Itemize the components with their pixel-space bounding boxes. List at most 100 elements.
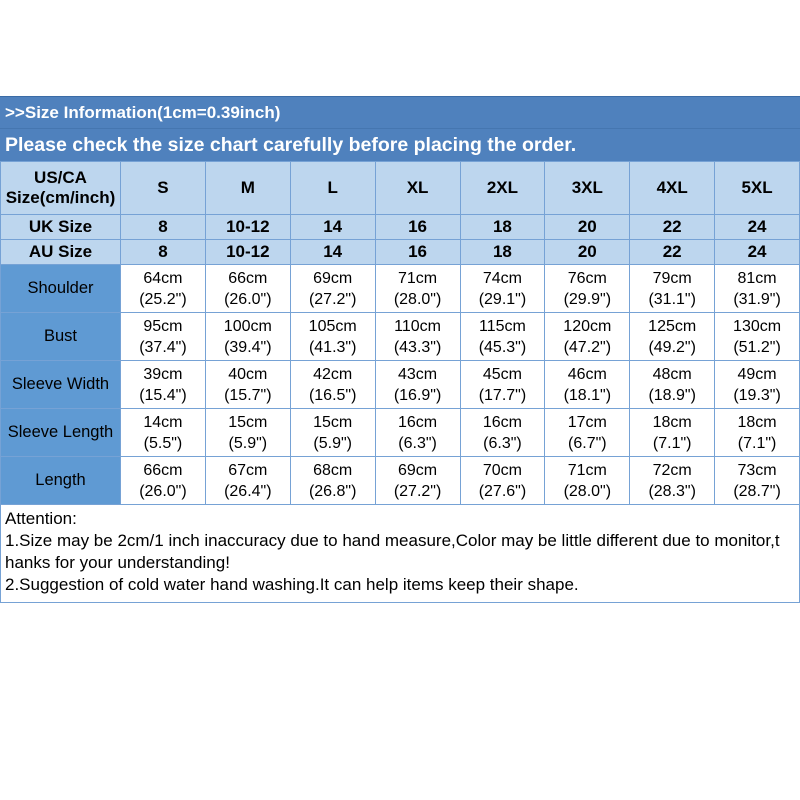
measurement-cell: 68cm (26.8") [289, 456, 376, 505]
size-value-cell: 18 [459, 214, 546, 240]
measurement-cell: 76cm (29.9") [544, 264, 631, 313]
measurement-inch: (16.9") [393, 386, 442, 404]
table-row: Sleeve Width 39cm (15.4") 40cm (15.7") 42cm (1… [0, 360, 800, 409]
measurement-cell: 70cm (27.6") [459, 456, 546, 505]
measurement-cell: 74cm (29.1") [459, 264, 546, 313]
measurement-inch: (45.3") [478, 338, 527, 356]
table-row: UK Size 8 10-12 14 16 18 20 22 24 [0, 214, 800, 240]
size-value-cell: 24 [714, 239, 800, 265]
measurement-cm: 17cm [567, 413, 607, 431]
measurement-cell: 39cm (15.4") [120, 360, 206, 409]
row-label: UK Size [0, 214, 121, 240]
measurement-cm: 72cm [652, 461, 692, 479]
size-column-header: M [204, 161, 291, 215]
measurement-inch: (7.1") [652, 434, 692, 452]
measurement-inch: (28.3") [648, 482, 696, 500]
measurement-cm: 18cm [737, 413, 777, 431]
size-column-header: 2XL [459, 161, 546, 215]
measurement-cell: 43cm (16.9") [374, 360, 461, 409]
measurement-inch: (7.1") [737, 434, 777, 452]
size-column-header: 5XL [714, 161, 800, 215]
measurement-cell: 64cm (25.2") [120, 264, 206, 313]
measurement-cm: 110cm [394, 317, 441, 335]
measurement-cm: 81cm [737, 269, 777, 287]
measurement-cm: 40cm [228, 365, 268, 383]
measurement-cm: 18cm [652, 413, 692, 431]
measurement-cm: 15cm [313, 413, 353, 431]
measurement-inch: (5.9") [313, 434, 352, 452]
measurement-inch: (17.7") [478, 386, 527, 404]
attention-line-1: 1.Size may be 2cm/1 inch inaccuracy due … [5, 531, 780, 550]
size-column-header: 4XL [629, 161, 716, 215]
measurement-inch: (25.2") [139, 290, 187, 308]
measurement-inch: (27.2") [308, 290, 357, 308]
measurement-cm: 76cm [567, 269, 607, 287]
measurement-inch: (16.5") [308, 386, 357, 404]
size-value-cell: 22 [629, 239, 716, 265]
measurement-cell: 72cm (28.3") [629, 456, 716, 505]
measurement-cell: 100cm (39.4") [204, 312, 291, 361]
size-value-cell: 20 [544, 214, 631, 240]
measurement-inch: (18.1") [563, 386, 612, 404]
measurement-cell: 46cm (18.1") [544, 360, 631, 409]
size-chart-content: >>Size Information(1cm=0.39inch) Please … [0, 96, 800, 603]
row-label: AU Size [0, 239, 121, 265]
measurement-cell: 18cm (7.1") [714, 408, 800, 457]
measurement-cm: 100cm [223, 317, 272, 335]
measurement-cell: 95cm (37.4") [120, 312, 206, 361]
table-row: Length 66cm (26.0") 67cm (26.4") 68cm (26.8") 6… [0, 456, 800, 505]
measurement-cm: 73cm [737, 461, 777, 479]
measurement-cell: 110cm (43.3") [374, 312, 461, 361]
measurement-cm: 39cm [143, 365, 183, 383]
measurement-inch: (49.2") [648, 338, 696, 356]
measurement-cm: 42cm [313, 365, 353, 383]
measurement-inch: (26.0") [224, 290, 272, 308]
size-value-cell: 8 [120, 239, 206, 265]
measurement-inch: (31.9") [733, 290, 781, 308]
size-value-cell: 16 [374, 214, 461, 240]
size-table-header: US/CA Size(cm/inch) S M L XL 2XL 3XL 4XL 5XL [0, 161, 800, 215]
size-value-cell: 14 [289, 239, 376, 265]
size-column-header: L [289, 161, 376, 215]
measurement-cm: 64cm [143, 269, 183, 287]
size-value-cell: 24 [714, 214, 800, 240]
size-column-header: XL [374, 161, 461, 215]
measurement-cell: 18cm (7.1") [629, 408, 716, 457]
size-value-cell: 10-12 [204, 239, 291, 265]
measurement-inch: (5.5") [143, 434, 183, 452]
measurement-cm: 69cm [398, 461, 438, 479]
measurement-inch: (28.7") [733, 482, 781, 500]
measurement-cm: 48cm [652, 365, 692, 383]
measurement-cm: 115cm [479, 317, 526, 335]
measurement-cell: 79cm (31.1") [629, 264, 716, 313]
measurement-cm: 68cm [313, 461, 353, 479]
measurement-inch: (29.1") [478, 290, 527, 308]
size-table-body: UK Size 8 10-12 14 16 18 20 22 24 AU Size 8 10-12 14… [0, 214, 800, 505]
measurement-cell: 73cm (28.7") [714, 456, 800, 505]
measurement-cm: 43cm [398, 365, 438, 383]
size-value-cell: 10-12 [204, 214, 291, 240]
measurement-cm: 16cm [398, 413, 438, 431]
measurement-cell: 45cm (17.7") [459, 360, 546, 409]
measurement-cm: 79cm [652, 269, 692, 287]
measurement-inch: (19.3") [733, 386, 781, 404]
measurement-inch: (43.3") [393, 338, 442, 356]
measurement-cm: 71cm [398, 269, 438, 287]
size-info-title: >>Size Information(1cm=0.39inch) [5, 102, 281, 122]
measurement-cell: 130cm (51.2") [714, 312, 800, 361]
measurement-inch: (18.9") [648, 386, 696, 404]
row-label: Bust [0, 312, 121, 361]
measurement-cell: 125cm (49.2") [629, 312, 716, 361]
measurement-inch: (37.4") [139, 338, 187, 356]
size-table-corner-header: US/CA Size(cm/inch) [0, 161, 121, 215]
measurement-cell: 71cm (28.0") [374, 264, 461, 313]
measurement-inch: (15.4") [139, 386, 187, 404]
measurement-inch: (27.2") [393, 482, 442, 500]
measurement-inch: (5.9") [228, 434, 268, 452]
measurement-cm: 130cm [733, 317, 782, 335]
size-value-cell: 8 [120, 214, 206, 240]
measurement-cm: 125cm [648, 317, 697, 335]
measurement-inch: (6.3") [483, 434, 522, 452]
row-label: Sleeve Width [0, 360, 121, 409]
size-info-banner: >>Size Information(1cm=0.39inch) [0, 96, 800, 129]
